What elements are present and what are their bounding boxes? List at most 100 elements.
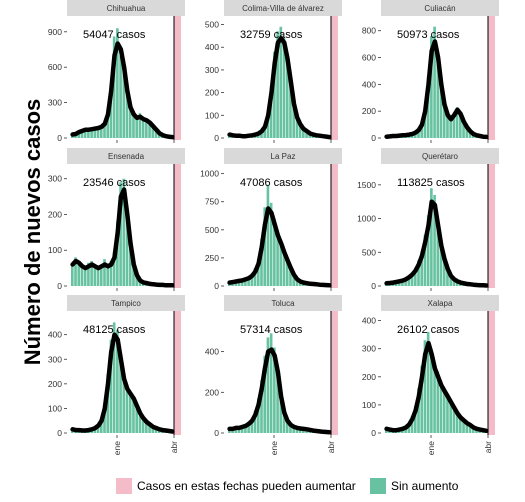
- bar: [77, 264, 81, 286]
- bar: [289, 425, 292, 433]
- legend-key-no-increase: [370, 478, 386, 494]
- bar: [433, 194, 436, 286]
- bar: [471, 134, 475, 138]
- bar: [237, 427, 241, 433]
- facet-panel-6: Querétaro 0 500 1000 1500 113825 casos: [357, 148, 499, 291]
- bar: [244, 425, 247, 433]
- bar: [295, 279, 299, 286]
- bar: [417, 388, 420, 433]
- bar: [253, 268, 257, 286]
- y-tick-label: 500: [205, 20, 219, 30]
- y-tick-label: 250: [205, 253, 219, 263]
- bar: [122, 71, 126, 138]
- bar: [282, 414, 286, 433]
- bar: [128, 106, 132, 138]
- y-tick-label: 200: [205, 88, 219, 98]
- facet-panel-8: Toluca 0 200 400 57314 casos ene abr: [205, 295, 342, 455]
- bar: [423, 340, 427, 433]
- bar: [276, 31, 279, 138]
- bar: [132, 115, 135, 138]
- total-cases-label: 50973 casos: [397, 29, 460, 41]
- bar: [154, 428, 158, 433]
- bar: [260, 238, 263, 286]
- y-tick-label: 200: [362, 372, 376, 382]
- bar: [442, 105, 446, 138]
- bar: [228, 429, 231, 433]
- bar: [260, 380, 263, 433]
- bar: [292, 275, 295, 286]
- bar: [135, 408, 138, 433]
- bar: [433, 26, 436, 139]
- facet-strip: [381, 295, 499, 311]
- bar: [302, 429, 305, 433]
- bar: [452, 112, 456, 138]
- y-tick-label: 0: [371, 428, 376, 438]
- bar: [430, 36, 433, 138]
- bar: [410, 272, 414, 286]
- bar: [240, 426, 244, 433]
- y-tick-label: 300: [362, 344, 376, 354]
- facet-panel-3: Culiacán 0 200 400 600 800 50973 casos: [362, 0, 499, 143]
- bar: [135, 119, 138, 138]
- bar: [247, 277, 250, 286]
- bar: [125, 391, 129, 433]
- y-tick-label: 100: [48, 403, 62, 413]
- y-tick-label: 0: [214, 133, 219, 143]
- bar: [234, 428, 238, 433]
- bar: [157, 133, 161, 138]
- trend-line: [70, 187, 175, 288]
- y-tick-label: 0: [57, 281, 62, 291]
- y-tick-label: 600: [362, 53, 376, 63]
- y-tick-label: 400: [205, 347, 219, 357]
- facet-title: Xalapa: [428, 299, 453, 308]
- facet-panels: Chihuahua 0 300 600 900 54047 casos Colima-Vil…: [48, 0, 499, 455]
- bar: [112, 322, 116, 433]
- bar: [282, 38, 286, 138]
- bar: [449, 276, 452, 286]
- bar: [244, 278, 247, 286]
- bar: [138, 415, 142, 433]
- y-tick-label: 200: [48, 209, 62, 219]
- x-tick-label: ene: [269, 441, 279, 455]
- legend-label-pending: Casos en estas fechas pueden aumentar: [137, 479, 356, 493]
- pending-band: [331, 16, 338, 140]
- x-tick-label: ene: [426, 441, 436, 455]
- bar: [138, 281, 142, 286]
- bar: [282, 250, 286, 286]
- y-tick-label: 1000: [200, 169, 219, 179]
- bar: [116, 329, 119, 433]
- y-tick-label: 200: [205, 387, 219, 397]
- y-tick-label: 300: [205, 65, 219, 75]
- y-tick-label: 400: [48, 330, 62, 340]
- bar: [87, 130, 90, 138]
- bar: [122, 178, 126, 286]
- bar: [439, 81, 443, 138]
- bar: [298, 282, 302, 286]
- bar: [404, 277, 407, 286]
- bar: [125, 210, 129, 286]
- bar: [459, 115, 462, 138]
- facet-title: Toluca: [271, 299, 295, 308]
- bar: [266, 337, 270, 433]
- bar: [90, 129, 93, 138]
- bar: [106, 268, 110, 286]
- bar: [436, 221, 440, 286]
- y-tick-label: 400: [362, 79, 376, 89]
- bar: [116, 221, 119, 286]
- bar: [417, 128, 420, 138]
- bar: [96, 269, 100, 286]
- bar: [471, 427, 475, 433]
- bar: [413, 406, 417, 433]
- bar: [151, 127, 155, 138]
- bar: [145, 117, 148, 138]
- y-tick-label: 300: [48, 98, 62, 108]
- bar: [83, 269, 87, 286]
- y-tick-label: 750: [205, 197, 219, 207]
- bar: [74, 135, 77, 138]
- y-tick-label: 500: [362, 247, 376, 257]
- facet-strip: [224, 148, 342, 164]
- facet-strip: [67, 295, 185, 311]
- bar: [430, 188, 433, 286]
- x-tick-label: abr: [326, 441, 336, 453]
- total-cases-label: 23546 casos: [83, 177, 146, 189]
